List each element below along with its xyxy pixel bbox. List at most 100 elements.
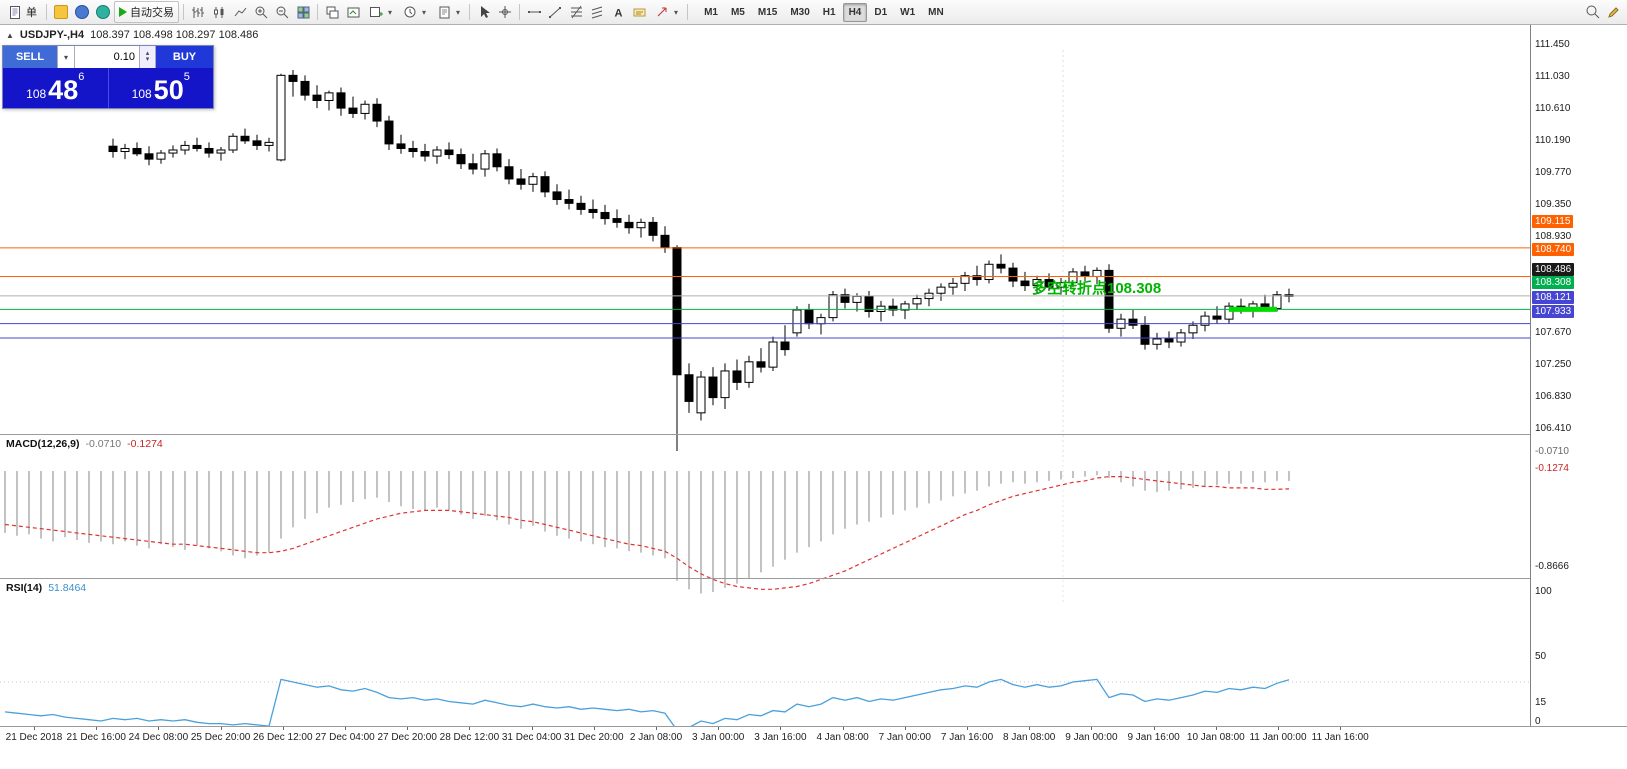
auto-arrange-button[interactable] <box>343 2 363 22</box>
hline-button[interactable] <box>524 2 544 22</box>
candlestick-chart-button[interactable] <box>209 2 229 22</box>
arrows-button[interactable]: ▾ <box>650 1 683 23</box>
scale-label: -0.8666 <box>1535 561 1569 573</box>
pane-separator[interactable] <box>0 434 1627 435</box>
time-label: 27 Dec 20:00 <box>377 732 437 743</box>
scale-label: 110.610 <box>1535 102 1571 114</box>
time-label: 7 Jan 00:00 <box>878 732 931 743</box>
cascade-windows-icon <box>326 6 338 18</box>
metaeditor-icon[interactable] <box>51 2 71 22</box>
time-label: 27 Dec 04:00 <box>315 732 375 743</box>
time-tick <box>158 727 160 730</box>
search-icon <box>1586 5 1600 19</box>
scale-label: 109.350 <box>1535 198 1572 210</box>
scale-label: 107.670 <box>1535 326 1572 338</box>
channel-button[interactable] <box>587 2 607 22</box>
auto-arrange-icon <box>347 7 359 17</box>
ohlc-values: 108.397 108.498 108.297 108.486 <box>90 29 259 41</box>
timeframe-m15[interactable]: M15 <box>757 6 778 18</box>
time-axis[interactable]: 21 Dec 2018 21 Dec 16:00 24 Dec 08:00 25 De… <box>0 726 1627 769</box>
trendline-button[interactable] <box>545 2 565 22</box>
cascade-windows-button[interactable] <box>322 2 342 22</box>
rsi-value: 51.8464 <box>48 582 87 594</box>
time-label: 31 Dec 20:00 <box>564 732 624 743</box>
templates-button[interactable]: ▾ <box>432 1 465 23</box>
timeframe-m30[interactable]: M30 <box>790 6 810 18</box>
price-tag-108.486: 108.486 <box>1532 262 1575 276</box>
timeframe-m5[interactable]: M5 <box>730 6 745 18</box>
time-label: 10 Jan 08:00 <box>1186 732 1245 743</box>
crosshair-button[interactable] <box>495 2 515 22</box>
bar-chart-button[interactable] <box>188 2 208 22</box>
stepper-down-icon: ▾ <box>145 56 150 63</box>
scale-label: 109.770 <box>1535 166 1572 178</box>
timeframe-w1[interactable]: W1 <box>900 6 916 18</box>
line-chart-icon <box>234 7 246 16</box>
hline-icon <box>527 10 541 13</box>
scale-label: 106.830 <box>1535 390 1572 402</box>
zoom-in-button[interactable] <box>251 2 271 22</box>
macd-label: MACD(12,26,9) <box>6 438 80 450</box>
candlestick-chart-icon <box>213 6 223 18</box>
separator <box>687 4 689 20</box>
macd-indicator-pane[interactable] <box>0 460 1530 602</box>
timeframe-buttons: M1 M5 M15 M30 H1 H4 D1 W1 MN <box>698 2 950 22</box>
label-icon <box>633 8 646 16</box>
collapse-panel-icon[interactable]: ▲ <box>6 30 14 40</box>
new-chart-button[interactable]: ▾ <box>364 1 397 23</box>
timeframe-h1[interactable]: H1 <box>822 6 836 18</box>
chart-header: ▲ USDJPY-,H4 108.397 108.498 108.297 108… <box>6 29 258 41</box>
volume-stepper[interactable]: ▴ ▾ <box>139 46 156 68</box>
buy-button[interactable]: BUY <box>156 46 213 68</box>
chart-annotation-text[interactable]: 多空转折点108.308 <box>1032 280 1162 297</box>
scale-label: 111.030 <box>1535 70 1570 82</box>
tile-windows-button[interactable] <box>293 2 313 22</box>
price-chart-canvas[interactable] <box>0 25 1530 768</box>
profiles-button[interactable]: ▾ <box>398 1 431 23</box>
search-button[interactable] <box>1583 2 1603 22</box>
line-chart-button[interactable] <box>230 2 250 22</box>
scale-label: 50 <box>1535 651 1547 662</box>
edit-button[interactable] <box>1604 2 1624 22</box>
text-button[interactable]: A <box>608 2 628 22</box>
time-tick <box>407 727 409 730</box>
sell-price-display[interactable]: 108 48 6 <box>26 71 85 105</box>
scale-label: 111.450 <box>1535 39 1570 50</box>
label-button[interactable] <box>629 2 649 22</box>
price-scale[interactable]: 111.450 111.030 110.610 110.190 109.770 109.3… <box>1530 25 1627 768</box>
pane-separator[interactable] <box>0 578 1627 579</box>
zoom-out-button[interactable] <box>272 2 292 22</box>
timeframe-mn[interactable]: MN <box>928 6 944 18</box>
tile-windows-icon <box>297 6 309 18</box>
profile-icon[interactable] <box>72 2 92 22</box>
price-tag-109.115: 109.115 <box>1532 214 1574 228</box>
price-divider <box>107 68 109 108</box>
time-tick <box>842 727 844 730</box>
autotrade-play-icon <box>119 7 127 17</box>
order-type-dropdown[interactable]: ▾ <box>57 46 75 68</box>
time-tick <box>780 727 782 730</box>
timeframe-h4[interactable]: H4 <box>842 2 868 22</box>
new-order-button[interactable]: 单 <box>3 1 42 23</box>
candlestick-chart[interactable] <box>0 50 1530 459</box>
metaeditor-glyph <box>54 5 68 19</box>
cursor-button[interactable] <box>474 2 494 22</box>
time-tick <box>282 727 284 730</box>
sell-button[interactable]: SELL <box>3 46 57 68</box>
scale-label: 15 <box>1535 696 1547 708</box>
community-icon[interactable] <box>93 2 113 22</box>
price-tag-107.933: 107.933 <box>1532 304 1575 318</box>
chevron-down-icon: ▾ <box>456 7 461 17</box>
buy-price-display[interactable]: 108 50 5 <box>131 71 190 105</box>
time-label: 2 Jan 08:00 <box>629 732 683 743</box>
volume-input[interactable] <box>75 46 139 68</box>
fibonacci-button[interactable] <box>566 2 586 22</box>
time-label: 4 Jan 08:00 <box>816 732 869 743</box>
timeframe-d1[interactable]: D1 <box>874 6 888 18</box>
timeframe-m1[interactable]: M1 <box>704 6 718 18</box>
symbol-period-label: USDJPY-,H4 <box>19 29 85 41</box>
autotrading-button[interactable]: 自动交易 <box>114 1 179 23</box>
autotrade-label: 自动交易 <box>130 7 174 19</box>
time-tick <box>1215 727 1217 730</box>
price-tag-108.121: 108.121 <box>1532 290 1575 304</box>
